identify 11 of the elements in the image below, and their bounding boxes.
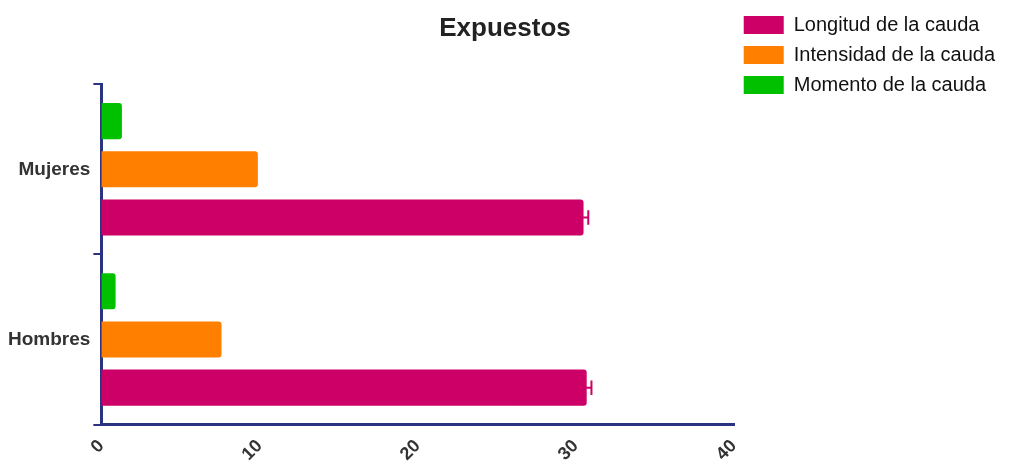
x-tick-label: 0 <box>86 435 108 457</box>
chart-title: Expuestos <box>439 11 571 42</box>
legend-label: Intensidad de la cauda <box>793 42 996 65</box>
legend-label: Momento de la cauda <box>793 72 987 95</box>
x-tick-label: 40 <box>711 435 741 464</box>
x-tick-label: 10 <box>237 435 266 464</box>
y-tick-label: Mujeres <box>18 157 91 179</box>
legend-label: Longitud de la cauda <box>793 12 981 35</box>
x-tick-label: 30 <box>553 435 582 464</box>
y-tick-label: Hombres <box>8 327 91 349</box>
x-tick-label: 20 <box>395 435 424 464</box>
